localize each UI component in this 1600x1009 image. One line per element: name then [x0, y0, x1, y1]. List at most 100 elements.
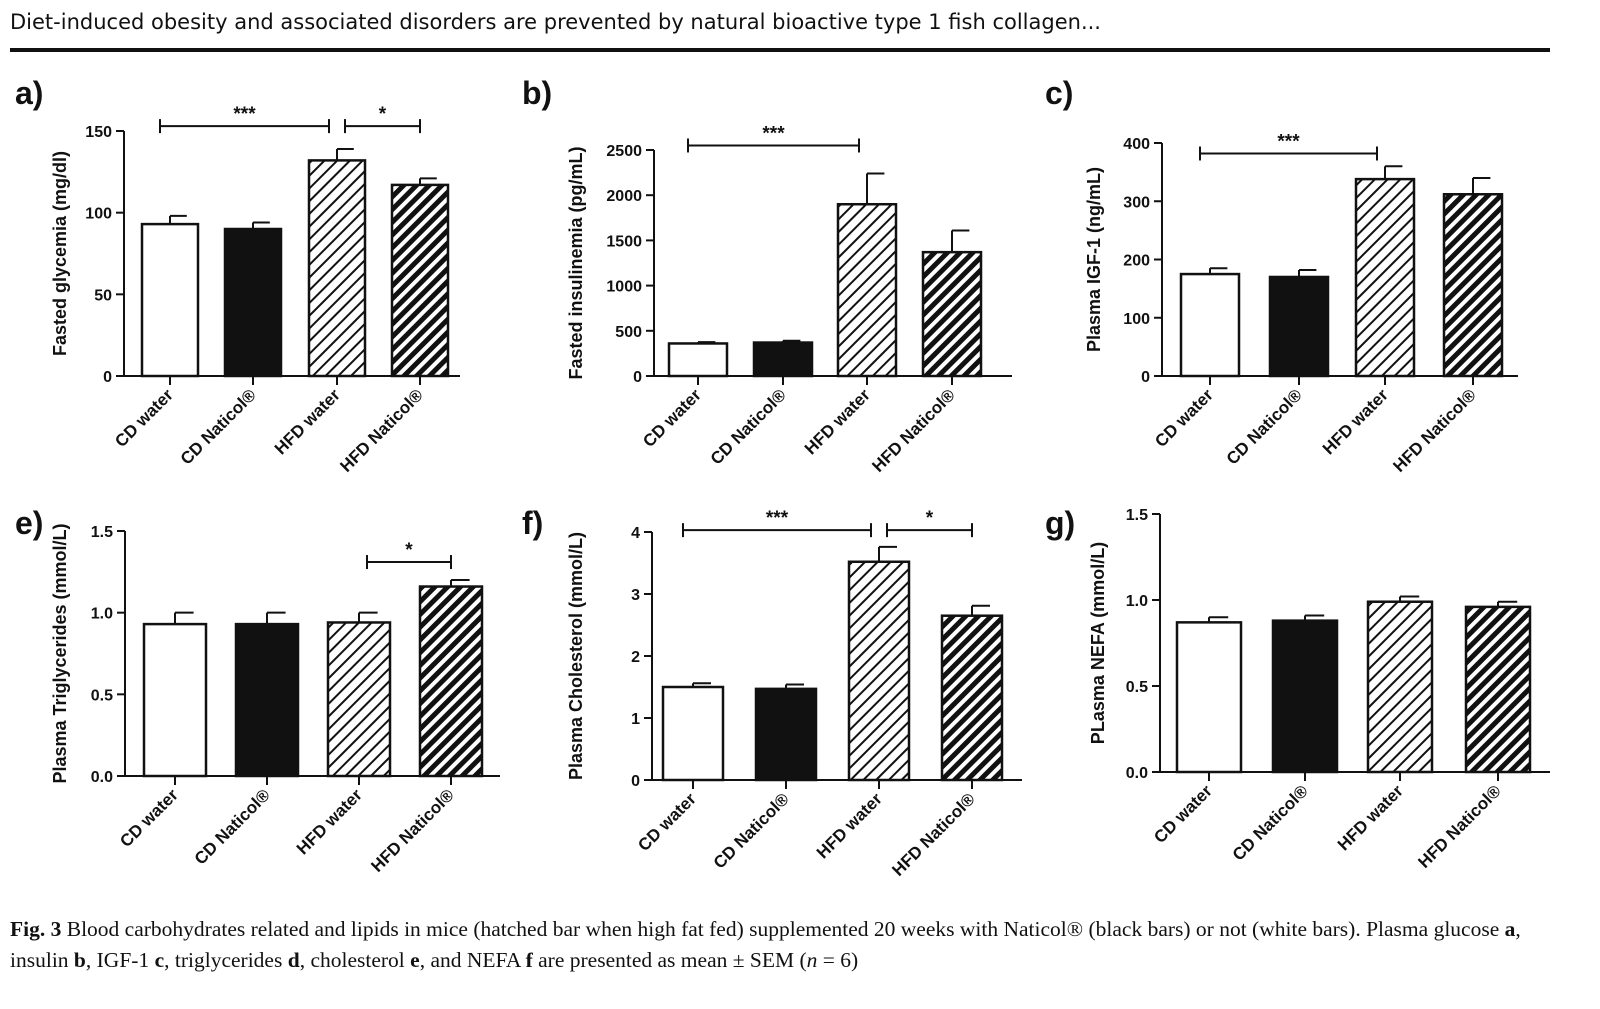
y-axis-title: Plasma IGF-1 (ng/mL) — [1084, 167, 1104, 352]
x-category-label: HFD water — [813, 789, 886, 862]
bar-cd-water — [667, 342, 729, 378]
bar-hfd-naticol- — [390, 183, 450, 378]
bar-hfd-water — [307, 159, 367, 378]
caption-text: , cholesterol — [299, 948, 411, 972]
y-tick-label: 300 — [1123, 194, 1150, 211]
page-header: Diet-induced obesity and associated diso… — [10, 8, 1550, 52]
caption-ref-a: a — [1504, 917, 1516, 941]
y-tick-label: 100 — [85, 206, 112, 223]
bar-hfd-naticol- — [418, 585, 484, 778]
x-category-label: CD Naticol® — [710, 789, 793, 872]
chart-panel-e: e) 0.0 0.5 1.0 1.5 Plasma Triglycerides (mmol… — [15, 505, 500, 876]
bar-hfd-water — [847, 560, 911, 782]
bar-cd-water — [1179, 272, 1241, 378]
panel-label: b) — [522, 75, 552, 111]
y-axis-title: Plasma Cholesterol (mmol/L) — [566, 532, 586, 780]
caption-ref-f: f — [525, 948, 533, 972]
y-tick-label: 0 — [1141, 369, 1150, 386]
x-category-label: CD Naticol® — [191, 785, 274, 868]
significance-label: * — [405, 540, 413, 561]
chart-panel-g: g) 0.0 0.5 1.0 1.5 PLasma NEFA (mmol/L) CD wat… — [1045, 505, 1550, 872]
y-tick-label: 1.0 — [1126, 593, 1148, 610]
y-tick-label: 1500 — [606, 233, 642, 250]
figure-caption: Fig. 3 Blood carbohydrates related and l… — [10, 914, 1555, 976]
significance-label: *** — [762, 123, 785, 144]
chart-panel-b: b) 0 500 1000 1500 2000 2500 Fasted insulinemia… — [522, 75, 1012, 476]
y-tick-label: 400 — [1123, 136, 1150, 153]
significance-label: *** — [766, 508, 789, 529]
y-tick-label: 200 — [1123, 253, 1150, 270]
y-tick-label: 0.5 — [1126, 679, 1148, 696]
y-tick-label: 1.5 — [1126, 507, 1148, 524]
x-category-label: HFD water — [293, 785, 366, 858]
y-axis-title: Fasted glycemia (mg/dl) — [50, 151, 70, 356]
panel-label: e) — [15, 505, 43, 541]
chart-panel-c: c) 0 100 200 300 400 Plasma IGF-1 (ng/mL) CD wa… — [1045, 75, 1518, 476]
x-category-label: CD water — [634, 789, 700, 855]
bar-hfd-naticol- — [921, 250, 983, 378]
y-tick-label: 1.0 — [91, 606, 113, 623]
y-axis-title: Fasted insulinemia (pg/mL) — [566, 146, 586, 379]
x-category-label: CD Naticol® — [1223, 385, 1306, 468]
x-category-label: CD water — [1151, 385, 1217, 451]
x-category-label: HFD Naticol® — [1414, 781, 1505, 872]
figure-3: a) 0 50 100 150 Fasted glycemia (mg/dl) CD wat… — [15, 75, 1550, 880]
x-category-label: CD water — [1150, 781, 1216, 847]
x-category-label: HFD water — [801, 385, 874, 458]
x-category-label: CD water — [111, 385, 177, 451]
y-axis-title: PLasma NEFA (mmol/L) — [1088, 542, 1108, 744]
y-tick-label: 4 — [631, 525, 640, 542]
x-category-label: CD Naticol® — [177, 385, 260, 468]
running-title: Diet-induced obesity and associated diso… — [10, 10, 1101, 34]
caption-text: = 6) — [817, 948, 859, 972]
panel-label: a) — [15, 75, 43, 111]
x-category-label: CD Naticol® — [707, 385, 790, 468]
caption-fig-label: Fig. 3 — [10, 917, 62, 941]
bar-cd-naticol- — [1268, 275, 1330, 378]
bar-hfd-water — [836, 202, 898, 378]
bar-cd-water — [1175, 621, 1243, 774]
y-tick-label: 0 — [633, 369, 642, 386]
bar-cd-water — [661, 685, 725, 782]
caption-text: , IGF-1 — [85, 948, 155, 972]
y-tick-label: 100 — [1123, 311, 1150, 328]
x-category-label: HFD Naticol® — [367, 785, 458, 876]
x-category-label: HFD Naticol® — [336, 385, 427, 476]
bar-hfd-water — [1354, 177, 1416, 378]
caption-text: , and NEFA — [419, 948, 526, 972]
significance-label: * — [926, 508, 934, 529]
y-tick-label: 0 — [631, 773, 640, 790]
bar-cd-naticol- — [223, 227, 283, 378]
significance-label: *** — [1277, 131, 1300, 152]
y-tick-label: 0.0 — [1126, 765, 1148, 782]
x-category-label: CD water — [116, 785, 182, 851]
bar-cd-naticol- — [752, 341, 814, 378]
y-tick-label: 1.5 — [91, 524, 113, 541]
y-tick-label: 50 — [94, 287, 112, 304]
y-tick-label: 3 — [631, 587, 640, 604]
y-tick-label: 2000 — [606, 188, 642, 205]
x-category-label: HFD water — [1319, 385, 1392, 458]
y-tick-label: 0 — [103, 369, 112, 386]
significance-label: *** — [233, 104, 256, 125]
bar-hfd-naticol- — [1442, 193, 1504, 378]
caption-ref-b: b — [73, 948, 86, 972]
x-category-label: HFD water — [1334, 781, 1407, 854]
chart-panel-a: a) 0 50 100 150 Fasted glycemia (mg/dl) CD wat… — [15, 75, 460, 476]
caption-text: are presented as mean ± SEM ( — [532, 948, 807, 972]
y-axis-title: Plasma Triglycerides (mmol/L) — [50, 523, 70, 783]
x-category-label: CD Naticol® — [1229, 781, 1312, 864]
bar-cd-water — [140, 222, 200, 378]
panel-label: c) — [1045, 75, 1073, 111]
caption-ref-e: e — [410, 948, 420, 972]
y-tick-label: 150 — [85, 124, 112, 141]
bar-cd-naticol- — [754, 687, 818, 782]
y-tick-label: 500 — [615, 324, 642, 341]
caption-n: n — [806, 948, 818, 972]
caption-ref-c: c — [154, 948, 165, 972]
y-tick-label: 2500 — [606, 143, 642, 160]
x-category-label: HFD Naticol® — [868, 385, 959, 476]
x-category-label: HFD Naticol® — [1389, 385, 1480, 476]
bar-cd-naticol- — [1271, 619, 1339, 774]
panel-label: g) — [1045, 505, 1075, 541]
